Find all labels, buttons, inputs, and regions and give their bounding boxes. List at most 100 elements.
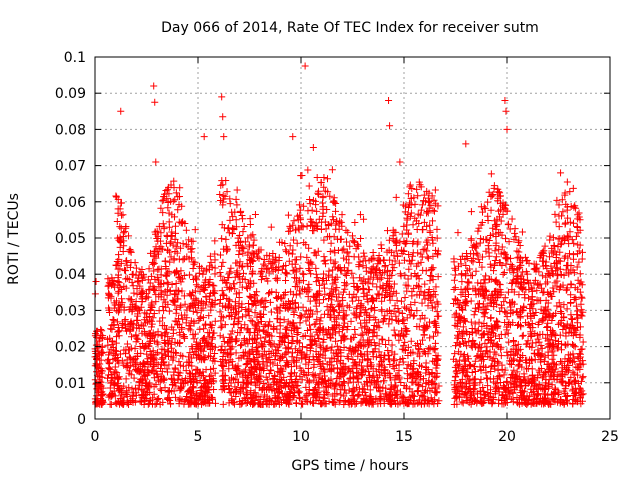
data-point [400,346,408,354]
data-point [202,293,210,301]
data-point [397,272,405,280]
data-point [257,334,265,342]
data-point [303,222,311,230]
data-point [237,342,245,350]
data-point [456,340,464,348]
data-point [465,279,473,287]
data-point [569,350,577,358]
data-point-outlier [386,122,394,130]
data-point [423,222,431,230]
data-point [179,362,187,370]
data-point [122,375,130,383]
y-tick-label: 0.05 [55,231,86,247]
data-point [232,195,240,203]
data-point [373,373,381,381]
y-tick-label: 0.07 [55,159,86,175]
data-point [481,339,489,347]
data-point [502,260,510,268]
data-point [202,267,210,275]
data-point [171,393,179,401]
data-point [419,266,427,274]
data-point [312,264,320,272]
data-point [386,360,394,368]
data-point [313,274,321,282]
data-point [310,372,318,380]
data-point [293,362,301,370]
data-point [513,247,521,255]
data-point [337,391,345,399]
data-point [375,340,383,348]
data-point [451,377,459,385]
data-point [501,399,509,407]
data-point [472,267,480,275]
data-point [223,188,231,196]
data-point [300,277,308,285]
data-point [288,339,296,347]
data-point [461,318,469,326]
data-point [566,250,574,258]
data-point [424,323,432,331]
data-point [520,302,528,310]
data-point [210,282,218,290]
data-point [235,307,243,315]
data-point [118,324,126,332]
data-point [124,346,132,354]
data-point [340,336,348,344]
data-point [409,221,417,229]
data-point [166,258,174,266]
data-point [239,313,247,321]
data-point [333,284,341,292]
data-point [380,316,388,324]
data-point [578,312,586,320]
data-point [122,224,130,232]
data-point [543,265,551,273]
data-point [250,236,258,244]
data-point [516,389,524,397]
data-point [239,215,247,223]
data-point [547,262,555,270]
data-point [578,248,586,256]
data-point [306,195,314,203]
data-point [413,185,421,193]
data-point [343,353,351,361]
data-point [118,286,126,294]
data-point [499,270,507,278]
data-point [268,342,276,350]
data-point [407,260,415,268]
data-point [424,236,432,244]
data-point [457,260,465,268]
data-point [342,272,350,280]
data-point [409,249,417,257]
data-point [405,265,413,273]
data-point [471,367,479,375]
data-point-outlier [309,144,317,151]
data-point [267,340,275,348]
data-point [296,311,304,319]
data-point [414,192,422,200]
data-point [295,278,303,286]
data-point [221,321,229,329]
data-point-outlier [396,158,404,166]
data-point [106,400,114,408]
data-point [366,386,374,394]
data-point [211,250,219,258]
data-point [462,270,470,278]
data-point [579,373,587,381]
data-point [332,337,340,345]
data-point [109,315,117,323]
data-point [385,236,393,244]
data-point [509,345,517,353]
data-point-outlier [151,98,159,106]
data-point [514,238,522,246]
data-point [564,214,572,222]
data-point [579,357,587,365]
data-point [324,175,332,183]
data-point [326,248,334,256]
data-point [136,282,144,290]
data-point [92,341,100,349]
data-point [511,229,519,237]
data-point [370,296,378,304]
data-point [134,335,142,343]
data-point [489,343,497,351]
data-point [395,259,403,267]
